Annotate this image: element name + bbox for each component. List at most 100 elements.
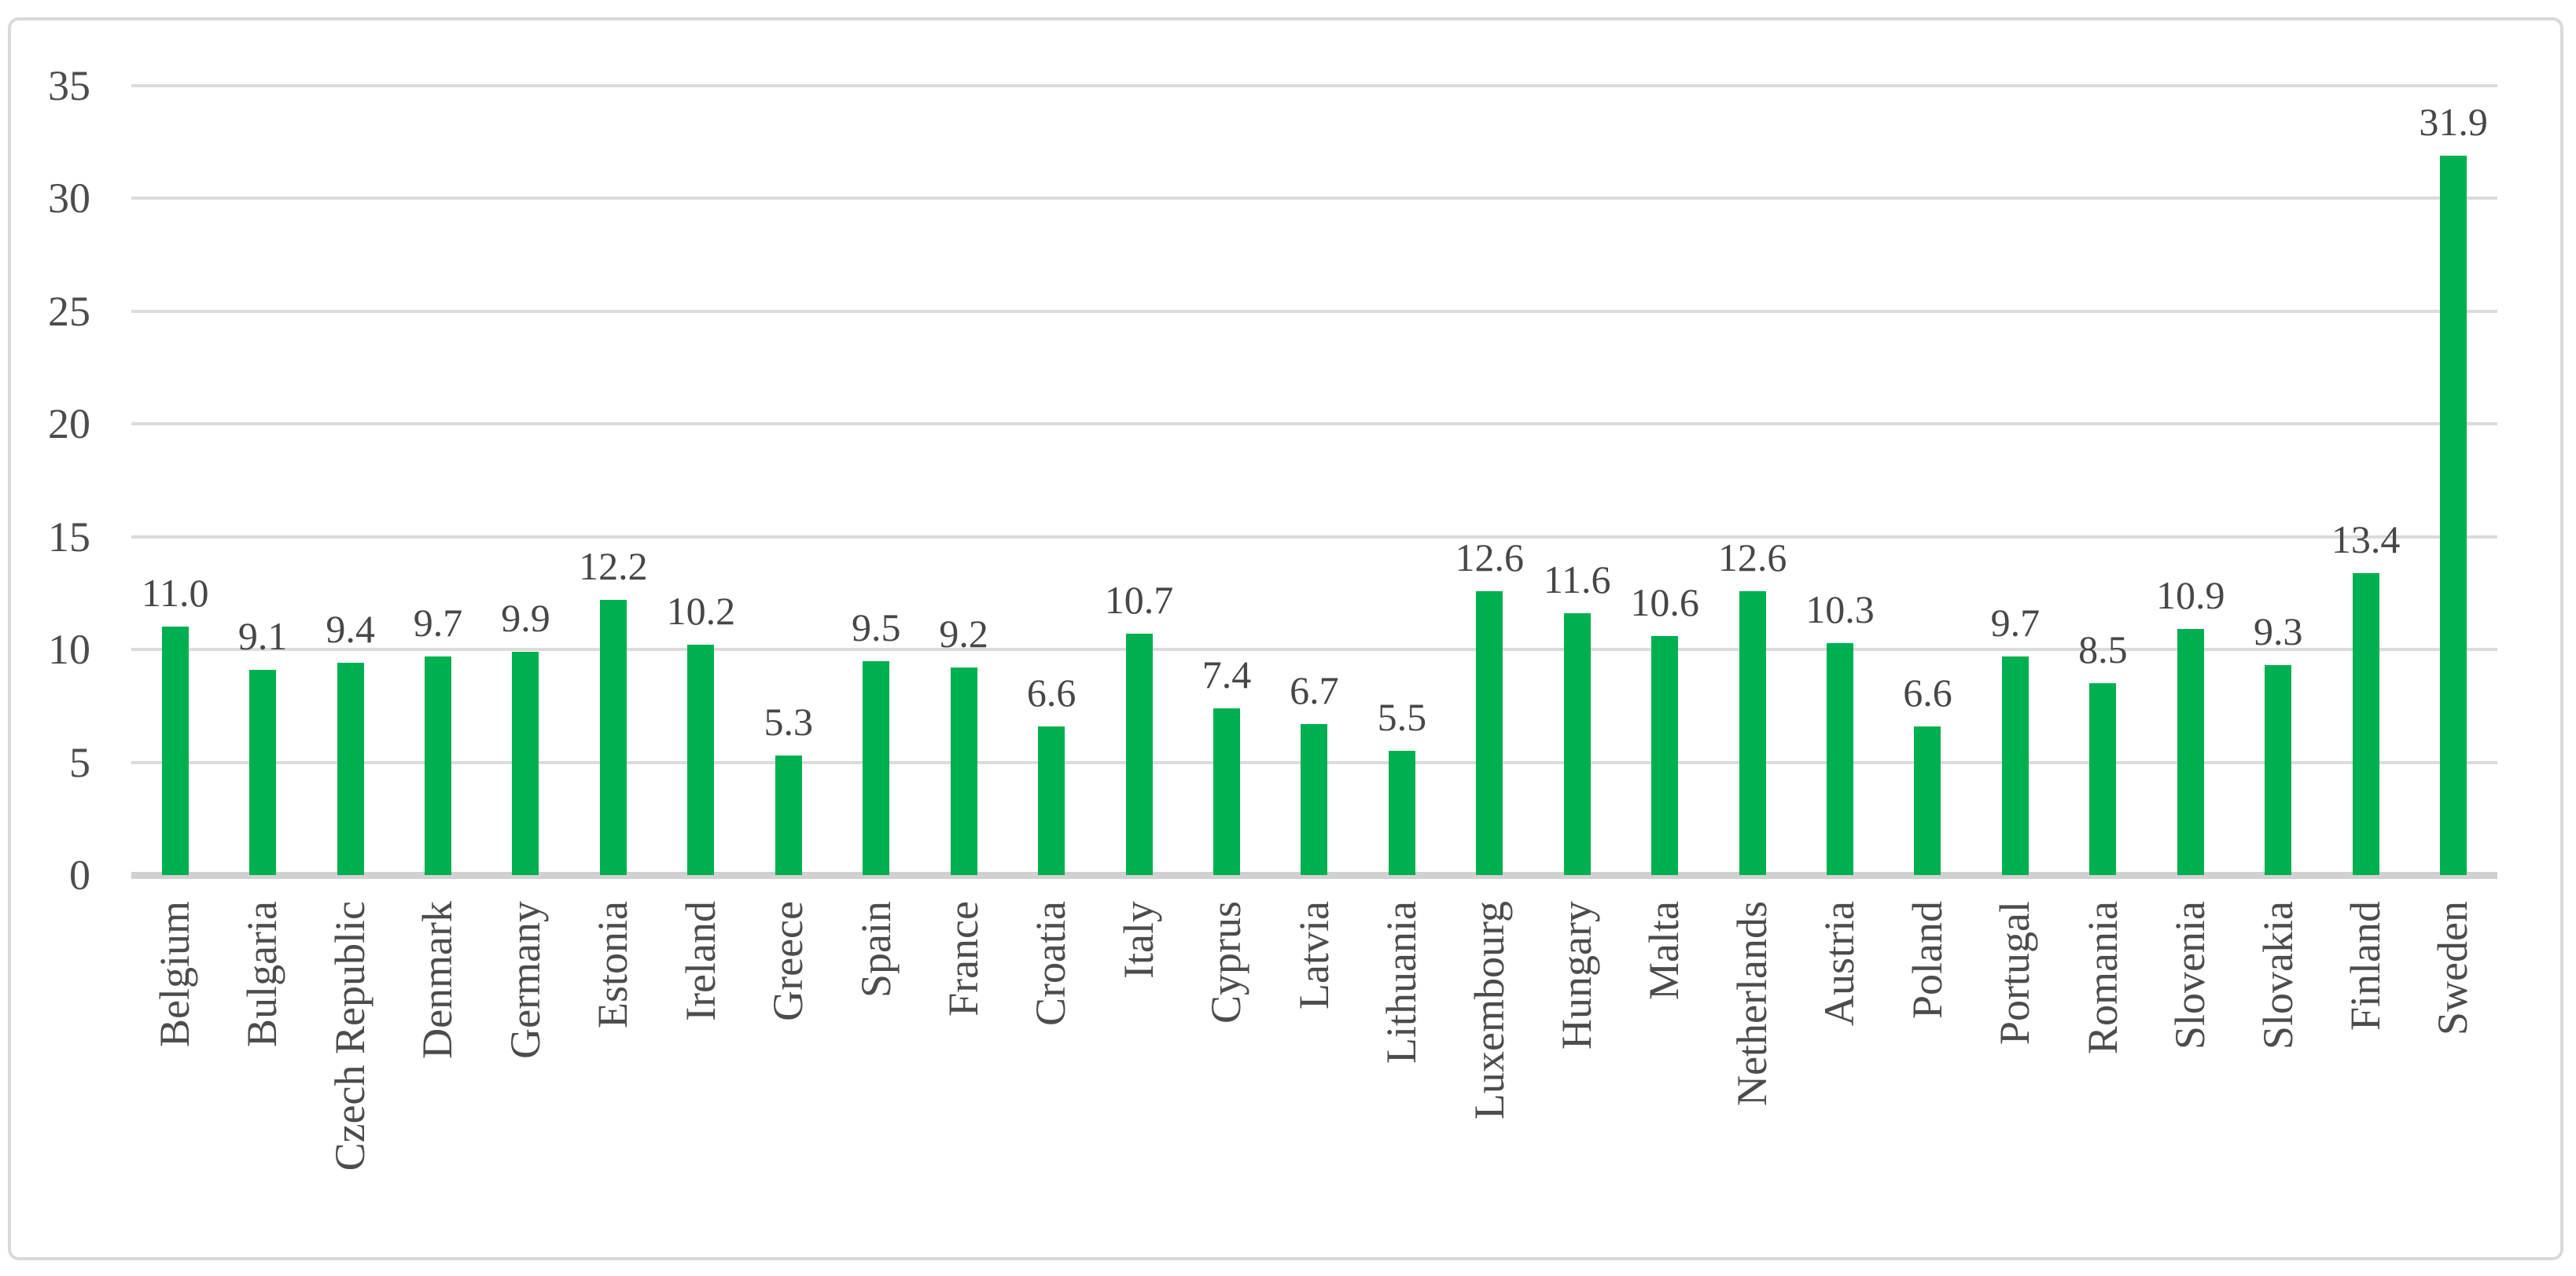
- category-slot: Latvia: [1271, 901, 1358, 1009]
- category-label: Ireland: [676, 901, 724, 1021]
- bar-data-label: 9.3: [2253, 609, 2303, 654]
- category-slot: Romania: [2059, 901, 2147, 1054]
- category-slot: Belgium: [131, 901, 219, 1047]
- category-label: Latvia: [1290, 901, 1338, 1009]
- bar-data-label: 10.7: [1104, 578, 1174, 623]
- category-slot: Slovenia: [2147, 901, 2234, 1050]
- bar-data-label: 10.3: [1805, 587, 1875, 631]
- category-slot: Italy: [1095, 901, 1183, 979]
- category-label: Germany: [501, 901, 549, 1059]
- category-slot: Croatia: [1007, 901, 1095, 1026]
- gridline-35: [131, 84, 2497, 87]
- category-label: Belgium: [151, 901, 199, 1047]
- bar-slot: 9.5: [833, 86, 920, 875]
- bar-data-label: 9.9: [501, 596, 550, 641]
- y-tick-label: 20: [48, 400, 90, 448]
- bar: [1914, 726, 1941, 875]
- category-slot: Spain: [833, 901, 920, 998]
- y-axis-labels: 0 5 10 15 20 25 30 35: [0, 0, 90, 1276]
- category-label: Romania: [2078, 901, 2126, 1054]
- bar-data-label: 5.5: [1377, 695, 1427, 740]
- bar: [512, 652, 539, 875]
- y-tick-label: 0: [69, 851, 90, 899]
- category-slot: Portugal: [1971, 901, 2059, 1045]
- category-slot: Poland: [1884, 901, 1971, 1019]
- bar: [1301, 723, 1328, 875]
- category-slot: Denmark: [394, 901, 481, 1059]
- bar-data-label: 9.7: [413, 600, 463, 645]
- bar-slot: 6.6: [1007, 86, 1095, 875]
- bar: [1476, 590, 1503, 875]
- bar: [1827, 642, 1854, 875]
- bars-container: 11.0 9.1 9.4 9.7 9.9 12.2 10.2 5.3 9.5 9.2 6.6 10.7…: [131, 86, 2497, 875]
- bar-data-label: 5.3: [764, 699, 814, 744]
- bar-data-label: 12.2: [579, 544, 648, 589]
- y-tick-label: 15: [48, 513, 90, 561]
- category-label: Spain: [852, 901, 900, 998]
- category-label: Slovenia: [2166, 901, 2214, 1050]
- bar-slot: 9.3: [2235, 86, 2322, 875]
- bar: [1651, 635, 1679, 875]
- bar: [2265, 665, 2292, 875]
- bar: [950, 667, 977, 875]
- category-label: Czech Republic: [326, 901, 374, 1171]
- bar-slot: 5.5: [1358, 86, 1445, 875]
- bar-slot: 6.7: [1271, 86, 1358, 875]
- bar: [1563, 613, 1591, 875]
- bar-data-label: 6.7: [1290, 667, 1339, 712]
- category-label: Lithuania: [1378, 901, 1426, 1064]
- category-slot: Hungary: [1533, 901, 1621, 1050]
- bar-data-label: 11.6: [1543, 557, 1611, 602]
- bar-data-label: 12.6: [1455, 535, 1525, 579]
- bar: [863, 660, 890, 875]
- bar: [599, 600, 627, 875]
- category-slot: Malta: [1621, 901, 1708, 1000]
- bar-slot: 12.6: [1709, 86, 1796, 875]
- category-slot: Czech Republic: [307, 901, 394, 1171]
- y-tick-label: 10: [48, 626, 90, 674]
- bar-data-label: 9.5: [851, 605, 901, 649]
- bar-slot: 10.7: [1095, 86, 1183, 875]
- bar-slot: 11.0: [131, 86, 219, 875]
- category-slot: Sweden: [2409, 901, 2497, 1035]
- category-slot: Austria: [1796, 901, 1883, 1026]
- category-label: Italy: [1114, 901, 1162, 979]
- category-slot: Netherlands: [1709, 901, 1796, 1106]
- category-label: France: [939, 901, 987, 1017]
- bar: [775, 755, 802, 875]
- category-slot: Slovakia: [2235, 901, 2322, 1050]
- bar-slot: 7.4: [1183, 86, 1270, 875]
- plot-area: 11.0 9.1 9.4 9.7 9.9 12.2 10.2 5.3 9.5 9.2 6.6 10.7…: [131, 84, 2497, 879]
- bar-slot: 9.7: [1971, 86, 2059, 875]
- bar-data-label: 11.0: [141, 571, 209, 616]
- category-label: Hungary: [1553, 901, 1601, 1050]
- category-label: Bulgaria: [238, 901, 286, 1047]
- bar-data-label: 12.6: [1717, 535, 1787, 579]
- bar-slot: 10.9: [2147, 86, 2234, 875]
- y-tick-label: 30: [48, 175, 90, 222]
- bar-data-label: 9.2: [939, 612, 988, 656]
- bar-data-label: 6.6: [1026, 670, 1076, 715]
- category-label: Denmark: [414, 901, 462, 1059]
- category-slot: Ireland: [657, 901, 745, 1021]
- bar-slot: 11.6: [1533, 86, 1621, 875]
- bar: [2089, 683, 2117, 875]
- y-tick-label: 35: [48, 62, 90, 109]
- category-label: Poland: [1903, 901, 1951, 1020]
- bar-slot: 12.6: [1446, 86, 1533, 875]
- bar: [425, 656, 452, 875]
- bar-slot: 31.9: [2409, 86, 2497, 875]
- chart-frame-border: [8, 17, 2563, 1260]
- bar: [2352, 572, 2379, 875]
- bar-data-label: 10.9: [2156, 573, 2225, 618]
- bar: [1038, 726, 1065, 875]
- bar-slot: 9.1: [219, 86, 306, 875]
- bar-slot: 9.2: [920, 86, 1007, 875]
- y-tick-label: 25: [48, 287, 90, 335]
- category-slot: Bulgaria: [219, 901, 306, 1047]
- bar: [249, 669, 277, 875]
- bar: [1213, 708, 1240, 875]
- gridline-10: [131, 648, 2497, 652]
- gridline-25: [131, 309, 2497, 313]
